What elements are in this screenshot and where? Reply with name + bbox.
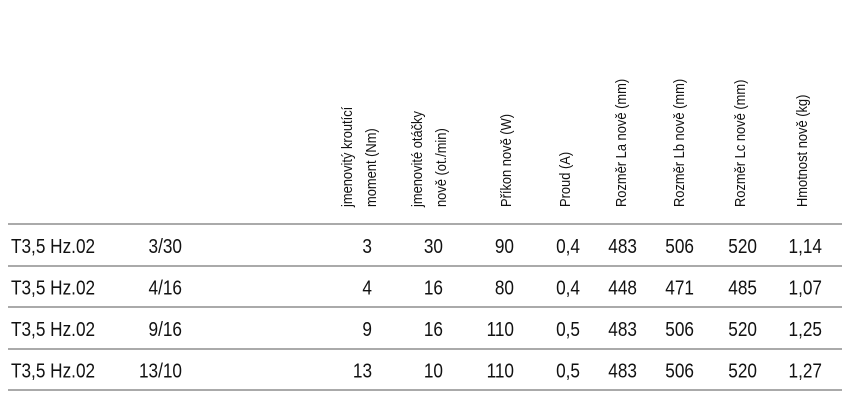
table-cell: 16: [424, 318, 443, 341]
model-variant: 3/30: [149, 235, 182, 258]
table-cell: 4: [362, 276, 372, 299]
table-cell: 1,25: [789, 318, 822, 341]
table-cell: 0,4: [556, 276, 580, 299]
table-cell: 80: [495, 276, 514, 299]
model-name: T3,5 Hz.02: [11, 276, 95, 299]
table-cell: 3: [362, 235, 372, 258]
table-cell: 483: [608, 359, 637, 382]
column-header: jmenovitý kroutící: [338, 107, 355, 208]
column-header: nově (ot./min): [432, 128, 449, 207]
table-cell: 506: [665, 235, 694, 258]
table-cell: 1,07: [789, 276, 822, 299]
table-cell: 16: [424, 276, 443, 299]
model-name: T3,5 Hz.02: [11, 359, 95, 382]
model-name: T3,5 Hz.02: [11, 318, 95, 341]
column-header: Rozměr Lc nově (mm): [731, 80, 748, 207]
table-cell: 10: [424, 359, 443, 382]
table-cell: 0,4: [556, 235, 580, 258]
table-cell: 483: [608, 235, 637, 258]
table-cell: 506: [665, 359, 694, 382]
column-header: Proud (A): [556, 152, 573, 207]
table-cell: 485: [728, 276, 757, 299]
table-cell: 471: [665, 276, 694, 299]
table-cell: 448: [608, 276, 637, 299]
table-cell: 520: [728, 318, 757, 341]
model-variant: 9/16: [149, 318, 182, 341]
table-cell: 0,5: [556, 318, 580, 341]
table-cell: 110: [487, 318, 514, 341]
column-header: Hmotnost nově (kg): [793, 95, 810, 207]
column-header: Rozměr La nově (mm): [612, 79, 629, 207]
table-cell: 30: [424, 235, 443, 258]
model-name: T3,5 Hz.02: [11, 235, 95, 258]
column-header: Příkon nově (W): [497, 114, 514, 207]
table-cell: 0,5: [556, 359, 580, 382]
table-cell: 506: [665, 318, 694, 341]
table-cell: 1,27: [789, 359, 822, 382]
column-header: moment (Nm): [362, 128, 379, 207]
table-cell: 13: [353, 359, 372, 382]
table-cell: 1,14: [789, 235, 822, 258]
table-cell: 520: [728, 235, 757, 258]
model-variant: 4/16: [149, 276, 182, 299]
table-cell: 90: [495, 235, 514, 258]
table-cell: 483: [608, 318, 637, 341]
table-cell: 9: [362, 318, 372, 341]
table-cell: 110: [487, 359, 514, 382]
column-header: Rozměr Lb nově (mm): [670, 79, 687, 207]
table-cell: 520: [728, 359, 757, 382]
model-variant: 13/10: [139, 359, 182, 382]
column-header: jmenovité otáčky: [408, 111, 425, 208]
